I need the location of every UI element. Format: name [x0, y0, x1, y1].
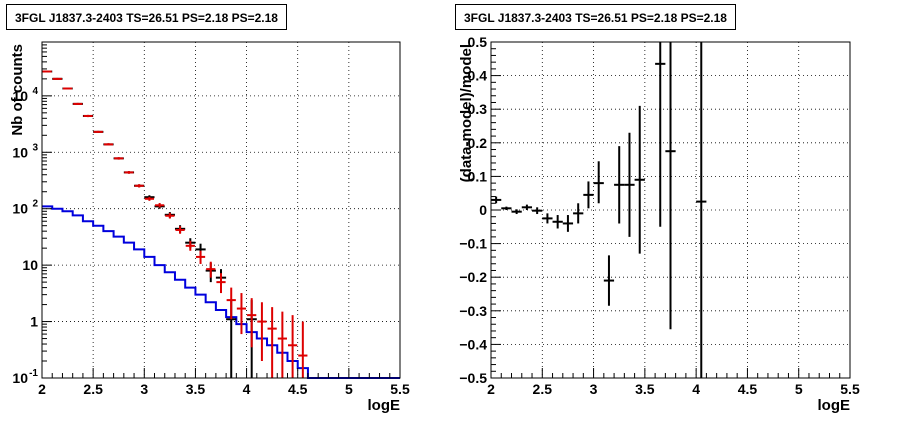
- right-x-axis-label: logE: [818, 397, 851, 414]
- right-chart: 2 2.5 3 3.5 4 4.5 5 5.5 −0.5 −0.4 −0.3 −0.2 −0.1 0 0.1…: [458, 34, 860, 414]
- right-residual-point: [542, 213, 553, 224]
- left-y-tick-exponent: 2: [32, 199, 38, 210]
- left-x-tick-label: 2.5: [83, 381, 103, 397]
- left-x-tick-label: 3.5: [186, 381, 206, 397]
- left-model-point: [226, 287, 236, 320]
- left-model-point: [298, 321, 308, 378]
- left-model-point: [42, 70, 52, 73]
- left-y-axis-label: Nb of counts: [9, 44, 26, 136]
- left-model-point: [114, 157, 124, 160]
- left-x-tick-label: 3: [140, 381, 148, 397]
- right-residual-point: [562, 215, 574, 232]
- left-model-point: [257, 302, 267, 362]
- right-y-tick-label: −0.5: [459, 370, 487, 386]
- right-x-tick-label: 5.5: [840, 381, 860, 397]
- left-x-tick-label: 5: [345, 381, 353, 397]
- left-model-point: [62, 87, 73, 90]
- right-residual-point: [511, 209, 522, 215]
- right-residual-point: [521, 204, 533, 210]
- left-model-point: [155, 203, 165, 208]
- right-y-tick-label: 0.5: [468, 34, 488, 50]
- left-y-tick-label: 10: [12, 370, 28, 386]
- left-model-point: [52, 77, 62, 80]
- left-model-point: [195, 250, 206, 264]
- right-y-tick-label: 0.2: [468, 135, 488, 151]
- right-y-tick-label: 0: [479, 202, 487, 218]
- right-y-tick-label: −0.3: [459, 303, 487, 319]
- left-y-tick-exponent: -1: [29, 368, 38, 379]
- right-residual-point: [491, 196, 502, 204]
- right-x-tick-label: 3.5: [635, 381, 655, 397]
- left-model-point: [165, 212, 175, 219]
- right-residual-point: [634, 105, 645, 254]
- left-model-point: [144, 196, 155, 201]
- right-chart-title: 3FGL J1837.3-2403 TS=26.51 PS=2.18 PS=2.…: [455, 4, 736, 30]
- left-model-point: [267, 307, 277, 378]
- right-residual-point: [532, 207, 543, 215]
- right-y-tick-label: −0.4: [459, 336, 487, 352]
- right-y-tick-label: −0.1: [459, 236, 487, 252]
- left-y-tick-label: 10: [22, 257, 38, 273]
- left-chart-title: 3FGL J1837.3-2403 TS=26.51 PS=2.18 PS=2.…: [6, 4, 287, 30]
- right-residual-point: [593, 161, 604, 204]
- left-background-series: [42, 205, 400, 379]
- right-y-tick-label: −0.2: [459, 269, 487, 285]
- left-model-point: [287, 315, 298, 378]
- left-y-tick-label: 1: [30, 314, 38, 330]
- right-y-axis-label: (data-model)/model: [458, 44, 475, 182]
- right-y-tick-label: 0.1: [468, 168, 488, 184]
- right-residual-point: [614, 146, 625, 224]
- left-frame: [41, 41, 401, 379]
- left-x-tick-label: 4.5: [288, 381, 308, 397]
- left-y-tick-exponent: 4: [32, 86, 38, 97]
- right-residual-point: [624, 132, 635, 237]
- left-model-point: [93, 130, 103, 133]
- left-y-tick-label: 10: [12, 88, 28, 104]
- left-x-tick-label: 2: [38, 381, 46, 397]
- left-model-point: [277, 311, 287, 378]
- right-x-tick-label: 5: [795, 381, 803, 397]
- left-model-point: [206, 261, 216, 278]
- left-y-tick-label: 10: [12, 201, 28, 217]
- left-x-tick-label: 4: [243, 381, 251, 397]
- left-model-point: [175, 226, 185, 234]
- right-x-tick-label: 2.5: [533, 381, 553, 397]
- right-x-tick-label: 4.5: [738, 381, 758, 397]
- left-y-tick-exponent: 3: [32, 142, 38, 153]
- left-model-point: [247, 298, 257, 348]
- right-x-tick-label: 2: [487, 381, 495, 397]
- right-residual-point: [655, 42, 666, 227]
- right-y-tick-label: 0.4: [468, 68, 488, 84]
- left-model-point: [185, 240, 195, 251]
- left-plot-area: [42, 42, 400, 378]
- right-x-tick-label: 4: [692, 381, 700, 397]
- right-residual-point: [573, 203, 584, 224]
- left-model-point: [134, 184, 144, 188]
- right-residual-point: [603, 255, 615, 306]
- left-model-point: [73, 102, 83, 105]
- left-model-point: [103, 143, 114, 146]
- left-model-point: [83, 114, 93, 118]
- left-model-point: [216, 273, 226, 294]
- right-residual-point: [552, 215, 563, 229]
- right-y-tick-label: 0.3: [468, 101, 488, 117]
- right-residual-point: [696, 42, 707, 378]
- right-residual-point: [665, 42, 676, 330]
- left-x-axis-label: logE: [368, 397, 401, 414]
- left-model-point: [124, 171, 134, 174]
- right-residual-point: [501, 206, 512, 210]
- right-x-tick-label: 3: [590, 381, 598, 397]
- left-y-tick-label: 10: [12, 144, 28, 160]
- left-x-tick-label: 5.5: [390, 381, 410, 397]
- right-residual-point: [583, 181, 594, 209]
- left-model-point: [236, 293, 247, 335]
